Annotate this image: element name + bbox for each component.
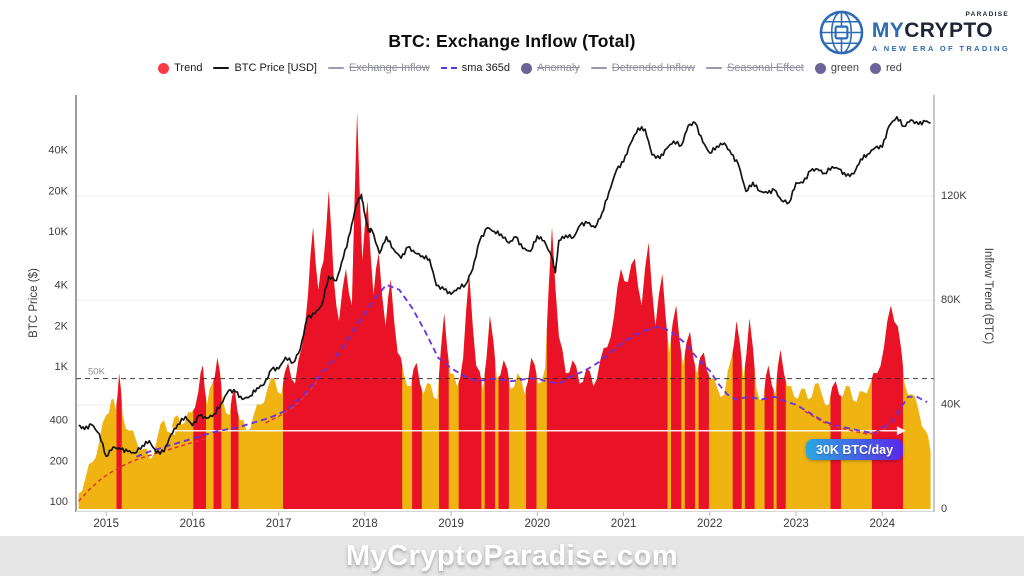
x-axis-tick: 2019 (438, 518, 464, 530)
dot-marker-icon (869, 62, 881, 74)
inflow-anomaly-segment (526, 357, 537, 509)
legend-label: Exchange Inflow (348, 62, 430, 74)
brand-name: MYCRYPTO PARADISE (871, 11, 1010, 42)
legend-item-detrended-inflow[interactable]: Detrended Inflow (590, 62, 695, 74)
inflow-anomaly-segment (671, 305, 682, 509)
left-axis-tick: 4K (55, 280, 69, 292)
left-axis-title: BTC Price ($) (28, 268, 40, 338)
line-marker-icon (705, 66, 722, 70)
left-axis-tick: 20K (48, 185, 68, 197)
brand-name-primary: MY (871, 18, 905, 42)
legend-label: BTC Price [USD] (234, 62, 317, 74)
legend-label: Detrended Inflow (611, 62, 695, 74)
x-axis-tick: 2016 (180, 518, 206, 530)
left-axis-tick: 400 (50, 415, 68, 427)
x-axis-tick: 2021 (611, 518, 637, 530)
left-axis-tick: 200 (50, 455, 68, 467)
inflow-anomaly-segment (498, 360, 509, 509)
legend-item-trend[interactable]: Trend (158, 62, 202, 74)
right-axis-tick: 0 (941, 503, 947, 515)
legend-item-green[interactable]: green (814, 62, 859, 74)
x-axis-tick: 2015 (93, 518, 119, 530)
legend-label: sma 365d (461, 62, 510, 74)
inflow-anomaly-segment (744, 318, 755, 509)
trend-line-segment (265, 380, 318, 424)
legend-label: red (885, 62, 902, 74)
inflow-anomaly-segment (439, 313, 449, 509)
inflow-anomaly-segment (213, 357, 222, 509)
right-axis-tick: 40K (941, 399, 961, 411)
inflow-anomaly-segment (764, 365, 774, 509)
line-marker-icon (440, 67, 457, 69)
chart-title: BTC: Exchange Inflow (Total) (388, 31, 636, 51)
legend-label: Trend (174, 62, 203, 74)
chart-legend: Trend BTC Price [USD] Exchange Inflow sma 3… (64, 62, 996, 74)
brand-logo: MYCRYPTO PARADISE A NEW ERA OF TRADING (818, 9, 1010, 56)
x-axis-tick: 2024 (870, 518, 896, 530)
legend-item-seasonal-effect[interactable]: Seasonal Effect (705, 62, 804, 74)
globe-icon (819, 10, 864, 55)
x-axis-tick: 2020 (525, 518, 551, 530)
brand-name-super: PARADISE (965, 10, 1009, 18)
inflow-anomaly-segment (116, 373, 122, 509)
flow-annotation-pill: 30K BTC/day (806, 439, 903, 460)
x-axis-tick: 2017 (266, 518, 292, 530)
sma-365d-line (136, 283, 928, 458)
legend-label: green (830, 62, 859, 74)
legend-label: Seasonal Effect (726, 62, 804, 74)
brand-text: MYCRYPTO PARADISE A NEW ERA OF TRADING (871, 11, 1010, 53)
legend-item-exchange-inflow[interactable]: Exchange Inflow (327, 62, 430, 74)
inflow-anomaly-segment (230, 389, 239, 509)
left-axis-tick: 10K (48, 226, 68, 238)
left-axis-tick: 2K (55, 320, 69, 332)
legend-item-red[interactable]: red (869, 62, 902, 74)
trend-line-segment (78, 437, 206, 502)
dot-marker-icon (814, 62, 826, 74)
left-axis-tick: 40K (48, 145, 68, 157)
legend-item-btc-price-usd[interactable]: BTC Price [USD] (213, 62, 317, 74)
right-axis-tick: 120K (941, 190, 967, 202)
x-axis-tick: 2022 (697, 518, 723, 530)
inflow-anomaly-segment (732, 321, 742, 509)
btc-price-line (78, 115, 931, 458)
left-axis-tick: 100 (50, 496, 68, 508)
right-axis-tick: 80K (941, 294, 961, 306)
inflow-anomaly-segment (684, 331, 696, 509)
trend-line-segment (804, 410, 890, 436)
x-axis-tick: 2018 (352, 518, 378, 530)
dot-marker-icon (158, 62, 170, 74)
inflow-anomaly-segment (546, 227, 668, 510)
legend-item-sma-365d[interactable]: sma 365d (440, 62, 510, 74)
left-axis-tick: 1K (55, 361, 69, 373)
legend-item-anomaly[interactable]: Anomaly (521, 62, 580, 74)
brand-tagline: A NEW ERA OF TRADING (871, 43, 1010, 53)
dot-marker-icon (521, 62, 532, 74)
line-marker-icon (590, 66, 607, 70)
line-marker-icon (327, 66, 344, 70)
inflow-anomaly-segment (458, 274, 482, 509)
x-axis-tick: 2023 (783, 518, 809, 530)
threshold-label: 50K (88, 367, 106, 378)
arrow-right-icon (896, 426, 906, 436)
inflow-anomaly-segment (283, 112, 403, 509)
right-axis-title: Inflow Trend (BTC) (982, 248, 994, 345)
inflow-anomaly-segment (412, 362, 422, 509)
inflow-anomaly-segment (193, 365, 206, 509)
inflow-anomaly-segment (776, 349, 786, 509)
line-marker-icon (213, 66, 230, 70)
inflow-anomaly-segment (484, 316, 496, 509)
legend-label: Anomaly (537, 62, 580, 74)
brand-name-secondary: CRYPTO (904, 18, 993, 42)
inflow-anomaly-segment (871, 305, 903, 509)
watermark-text: MyCryptoParadise.com (345, 539, 679, 572)
watermark-band: MyCryptoParadise.com (0, 536, 1024, 576)
